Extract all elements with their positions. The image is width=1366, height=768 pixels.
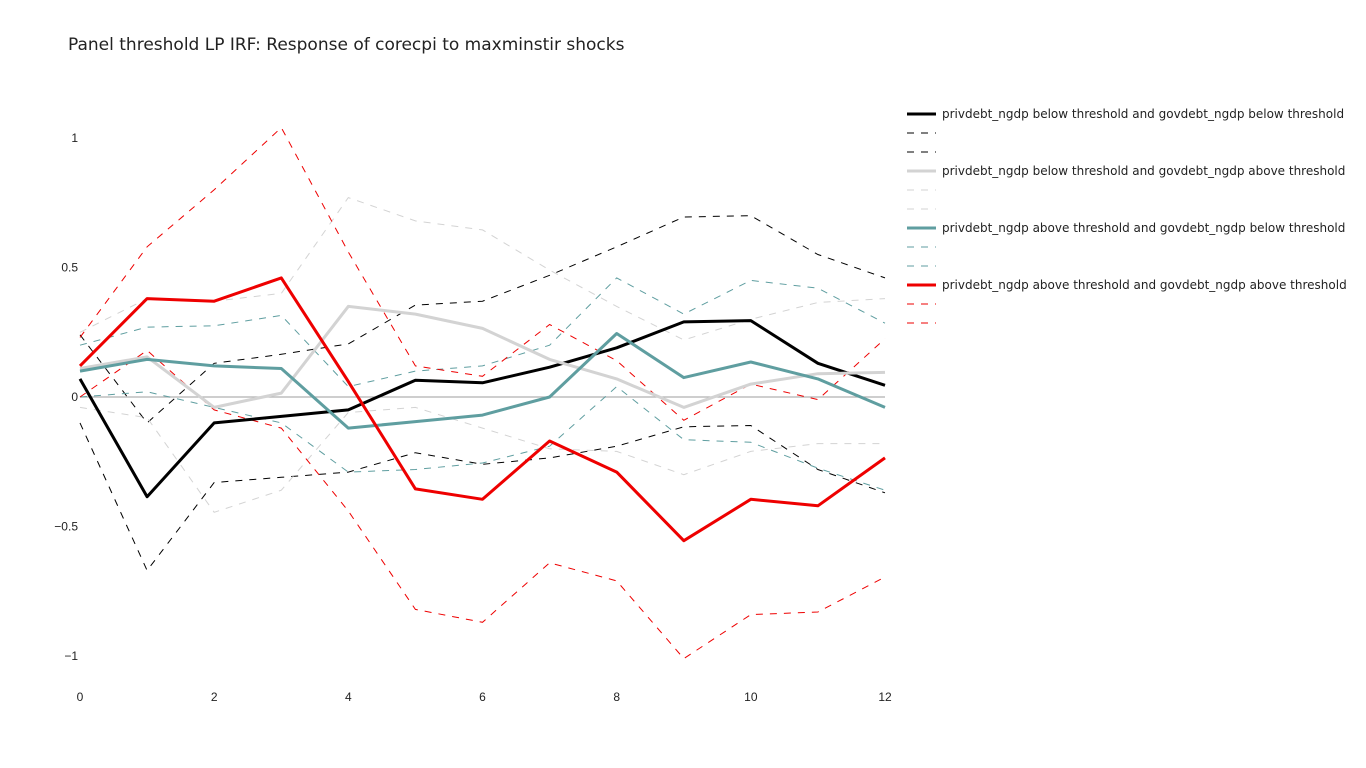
legend-item-series-1[interactable]: privdebt_ngdp below threshold and govdeb… [907, 107, 1344, 121]
legend-label: privdebt_ngdp below threshold and govdeb… [942, 164, 1345, 178]
series-1-upper-band [79, 215, 886, 424]
plot-area [78, 126, 886, 660]
y-tick-label: −1 [64, 649, 78, 663]
legend-label: privdebt_ngdp below threshold and govdeb… [942, 107, 1344, 121]
legend-item-series-3[interactable]: privdebt_ngdp above threshold and govdeb… [907, 221, 1345, 235]
series-1-line [78, 319, 886, 499]
series-2-upper-band [79, 197, 886, 341]
x-tick-label: 0 [77, 690, 84, 704]
legend-item-series-4[interactable]: privdebt_ngdp above threshold and govdeb… [907, 278, 1347, 292]
series-2-line [79, 304, 886, 409]
series-3-line [79, 332, 886, 430]
x-tick-label: 4 [345, 690, 352, 704]
series-4-upper-band [79, 126, 886, 421]
series-2-lower-band [79, 406, 885, 513]
series-1-lower-band [79, 422, 886, 572]
x-tick-label: 10 [744, 690, 758, 704]
y-axis: 1 0.5 0 −0.5 −1 [54, 131, 78, 663]
legend-item-series-2[interactable]: privdebt_ngdp below threshold and govdeb… [907, 164, 1345, 178]
legend-label: privdebt_ngdp above threshold and govdeb… [942, 221, 1345, 235]
y-tick-label: 0 [71, 390, 78, 404]
x-tick-label: 12 [878, 690, 892, 704]
series-4-line [78, 276, 886, 543]
x-tick-label: 6 [479, 690, 486, 704]
x-axis: 0 2 4 6 8 10 12 [77, 690, 892, 704]
y-tick-label: 0.5 [61, 261, 78, 275]
series-3-lower-band [79, 385, 886, 491]
x-tick-label: 2 [211, 690, 218, 704]
x-tick-label: 8 [613, 690, 620, 704]
legend-label: privdebt_ngdp above threshold and govdeb… [942, 278, 1347, 292]
y-tick-label: −0.5 [54, 520, 78, 534]
series-4-lower-band [79, 349, 886, 660]
chart-title: Panel threshold LP IRF: Response of core… [68, 35, 625, 55]
y-tick-label: 1 [71, 131, 78, 145]
series-3-upper-band [79, 277, 886, 388]
legend[interactable]: privdebt_ngdp below threshold and govdeb… [907, 107, 1347, 324]
